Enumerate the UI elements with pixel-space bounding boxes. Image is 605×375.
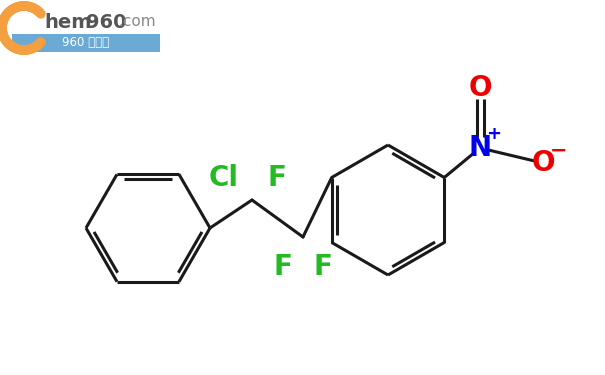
Text: F: F xyxy=(273,253,292,281)
Text: F: F xyxy=(267,164,286,192)
Text: N: N xyxy=(468,134,491,162)
Text: +: + xyxy=(486,125,502,143)
Text: F: F xyxy=(313,253,332,281)
Text: 960 化工网: 960 化工网 xyxy=(62,36,110,50)
Text: −: − xyxy=(551,141,567,161)
Text: .com: .com xyxy=(118,15,155,30)
Text: hem: hem xyxy=(44,12,91,32)
Text: O: O xyxy=(468,74,492,102)
Text: 960: 960 xyxy=(86,12,126,32)
Text: Cl: Cl xyxy=(209,164,239,192)
FancyBboxPatch shape xyxy=(12,34,160,52)
Text: O: O xyxy=(531,149,555,177)
